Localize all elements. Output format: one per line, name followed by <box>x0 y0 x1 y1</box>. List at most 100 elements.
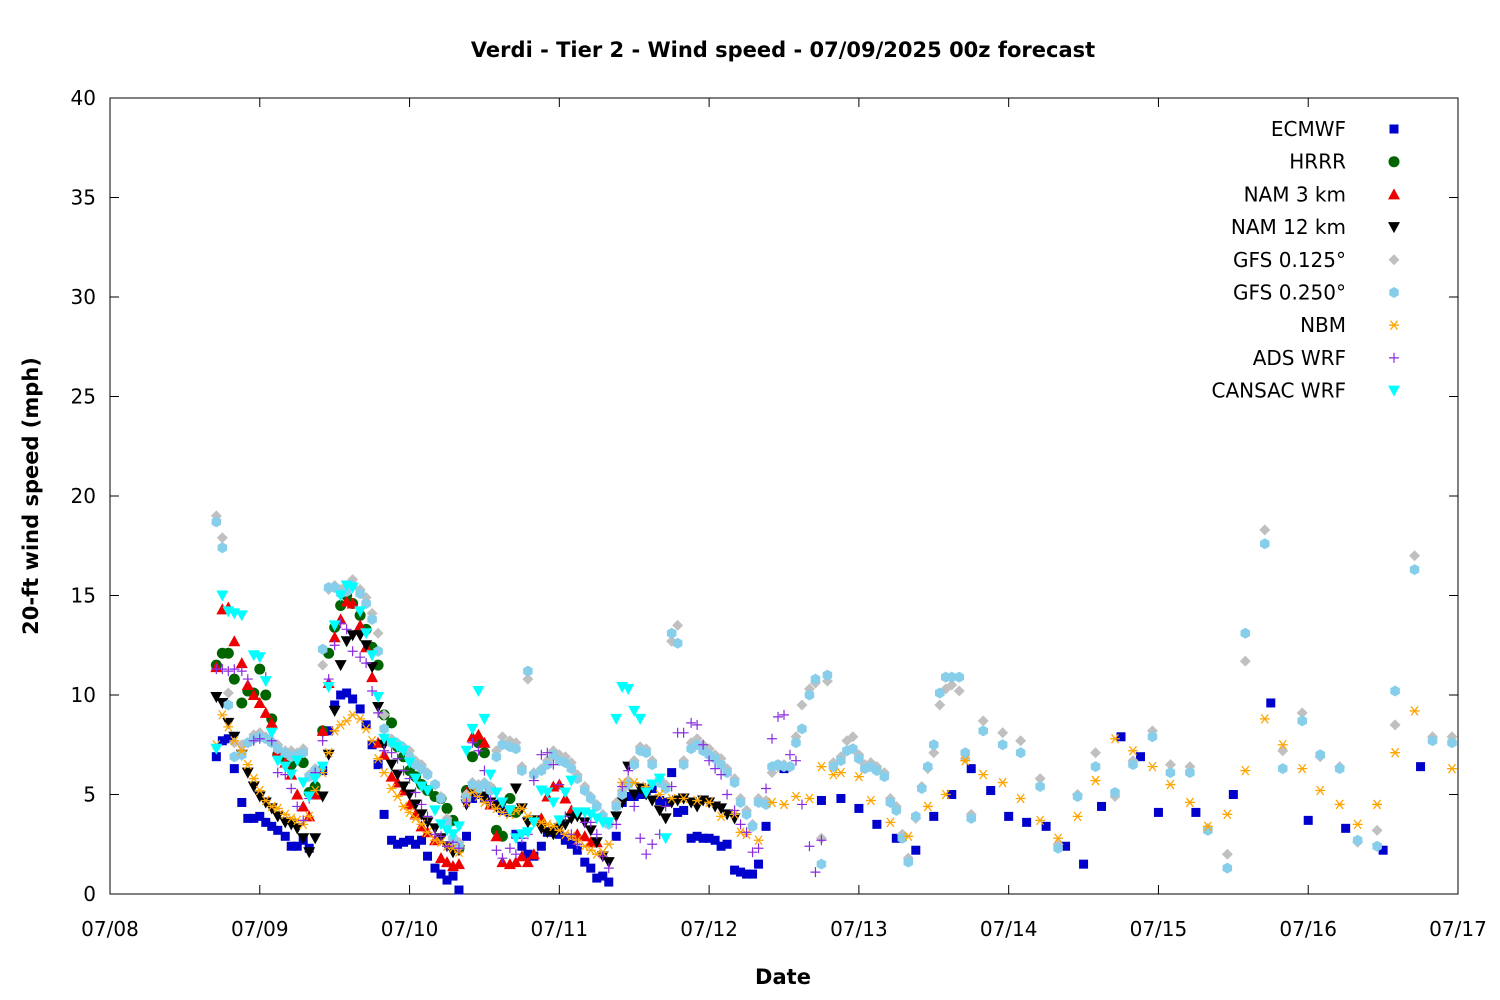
data-point <box>1372 799 1383 810</box>
data-point <box>297 800 310 812</box>
data-point <box>848 743 858 755</box>
data-point <box>316 724 329 736</box>
data-point <box>461 797 472 808</box>
data-point <box>496 731 508 743</box>
data-point <box>392 753 403 764</box>
data-point <box>416 799 427 810</box>
data-point <box>267 821 277 831</box>
data-point <box>422 769 433 781</box>
data-point <box>497 807 508 818</box>
data-point <box>736 867 746 877</box>
data-point <box>1278 763 1288 775</box>
data-point <box>790 791 801 802</box>
chart-title: Verdi - Tier 2 - Wind speed - 07/09/2025… <box>471 38 1095 62</box>
data-point <box>960 755 971 766</box>
data-point <box>435 819 448 831</box>
data-point <box>304 811 315 822</box>
data-point <box>586 792 596 804</box>
data-point <box>460 745 473 757</box>
data-point <box>1409 564 1420 576</box>
data-point <box>816 761 827 772</box>
data-point <box>978 769 989 780</box>
data-point <box>355 588 365 600</box>
x-tick-label: 07/15 <box>1130 917 1188 941</box>
data-point <box>317 735 328 746</box>
data-point <box>422 811 433 822</box>
data-point <box>372 627 384 639</box>
data-point <box>355 713 366 724</box>
x-tick-label: 07/14 <box>980 917 1038 941</box>
data-point <box>722 839 732 849</box>
data-point <box>355 704 365 714</box>
data-point <box>478 747 490 759</box>
data-point <box>249 813 259 823</box>
legend-label: NAM 12 km <box>1231 215 1346 239</box>
data-point <box>678 759 689 771</box>
data-point <box>341 715 352 726</box>
data-point <box>1277 739 1288 750</box>
data-point <box>729 777 740 789</box>
data-point <box>522 673 534 685</box>
data-point <box>641 747 651 759</box>
data-point <box>722 789 733 800</box>
data-point <box>446 829 459 841</box>
data-point <box>385 759 398 771</box>
data-point <box>1390 685 1400 697</box>
data-point <box>1004 811 1014 821</box>
data-point <box>517 841 527 851</box>
data-point <box>273 825 283 835</box>
data-point <box>448 871 458 881</box>
data-point <box>773 711 784 722</box>
data-point <box>403 757 416 769</box>
data-point <box>324 726 334 736</box>
data-point <box>580 785 590 797</box>
data-point <box>478 736 491 748</box>
data-point <box>536 749 547 760</box>
data-point <box>404 807 415 818</box>
data-point <box>1153 807 1163 817</box>
data-point <box>1240 627 1251 639</box>
data-point <box>342 688 352 698</box>
data-point <box>628 705 641 717</box>
legend-label: ECMWF <box>1271 117 1346 141</box>
data-point <box>328 705 341 717</box>
data-point <box>710 763 721 774</box>
data-point <box>361 723 372 734</box>
data-point <box>237 797 247 807</box>
y-tick-label: 40 <box>71 86 96 110</box>
data-point <box>242 674 253 685</box>
data-point <box>660 801 671 812</box>
data-point <box>654 789 665 800</box>
data-point <box>667 768 677 778</box>
data-point <box>280 831 290 841</box>
y-axis-label: 20-ft wind speed (mph) <box>19 357 43 635</box>
data-point <box>1389 719 1401 731</box>
data-point <box>1390 747 1401 758</box>
data-point <box>291 755 304 767</box>
data-point <box>297 777 310 789</box>
data-point <box>303 791 316 803</box>
data-point <box>903 856 914 868</box>
data-point <box>467 793 477 803</box>
data-point <box>386 717 398 729</box>
data-point <box>223 666 234 677</box>
data-point <box>453 843 464 854</box>
data-point <box>1371 824 1383 836</box>
y-tick-label: 15 <box>71 584 96 608</box>
data-point <box>409 799 422 811</box>
y-tick-label: 10 <box>71 683 96 707</box>
data-point <box>222 647 234 659</box>
data-point <box>216 590 229 602</box>
data-point <box>560 835 570 845</box>
data-point <box>253 696 266 708</box>
data-point <box>578 830 591 842</box>
data-point <box>997 777 1008 788</box>
data-point <box>791 737 801 749</box>
data-point <box>452 821 465 833</box>
data-point <box>692 719 703 730</box>
data-point <box>386 747 397 758</box>
data-point <box>236 697 248 709</box>
data-point <box>1097 801 1107 811</box>
data-point <box>977 715 989 727</box>
data-point <box>647 759 657 771</box>
